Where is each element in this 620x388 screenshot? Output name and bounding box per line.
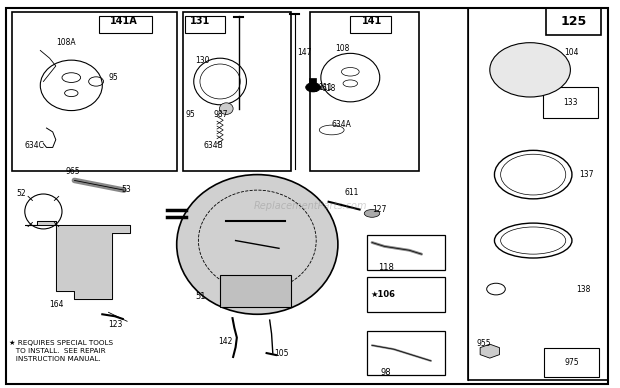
Text: 618: 618 — [321, 83, 335, 93]
Bar — [367, 235, 445, 270]
Text: 53: 53 — [121, 185, 131, 194]
Bar — [183, 12, 291, 171]
Bar — [546, 8, 601, 35]
Text: 131: 131 — [190, 16, 210, 26]
Text: 141A: 141A — [110, 16, 138, 26]
Ellipse shape — [365, 210, 379, 217]
Text: 138: 138 — [577, 284, 591, 294]
Bar — [367, 331, 445, 375]
Text: 118: 118 — [378, 263, 394, 272]
Text: 108A: 108A — [56, 38, 76, 47]
Circle shape — [306, 83, 321, 92]
Bar — [468, 8, 608, 380]
Text: 51: 51 — [195, 292, 206, 301]
Text: 95: 95 — [186, 110, 196, 119]
Text: 141: 141 — [362, 16, 382, 26]
Text: 634B: 634B — [203, 141, 223, 150]
Text: 104: 104 — [564, 48, 578, 57]
Text: 105: 105 — [275, 348, 289, 358]
Ellipse shape — [490, 43, 570, 97]
Text: 147: 147 — [298, 48, 312, 57]
Text: 987: 987 — [214, 110, 228, 119]
Text: 111: 111 — [318, 83, 332, 92]
Bar — [542, 87, 598, 118]
Text: 142: 142 — [218, 337, 232, 346]
Text: ReplacementParts.com: ReplacementParts.com — [253, 201, 367, 211]
Bar — [367, 277, 445, 312]
Text: 52: 52 — [16, 189, 26, 199]
Text: 130: 130 — [195, 55, 210, 65]
Bar — [350, 16, 391, 33]
Bar — [309, 78, 316, 91]
Text: 634A: 634A — [332, 120, 352, 129]
Text: 965: 965 — [65, 167, 80, 176]
Text: 95: 95 — [108, 73, 118, 82]
Text: 975: 975 — [564, 358, 579, 367]
Text: 108: 108 — [335, 44, 349, 53]
Text: 137: 137 — [580, 170, 594, 179]
Text: 125: 125 — [560, 15, 587, 28]
Text: 133: 133 — [563, 98, 578, 107]
Ellipse shape — [177, 175, 338, 314]
Text: 164: 164 — [50, 300, 64, 309]
Bar — [185, 16, 225, 33]
Text: ★106: ★106 — [371, 290, 396, 300]
Polygon shape — [25, 221, 130, 299]
Text: 634C: 634C — [25, 141, 45, 150]
Bar — [220, 275, 291, 307]
Ellipse shape — [219, 103, 233, 114]
Text: 98: 98 — [380, 368, 391, 377]
Text: 127: 127 — [372, 205, 386, 214]
Bar — [12, 12, 177, 171]
Text: 123: 123 — [108, 320, 123, 329]
Text: 611: 611 — [344, 187, 358, 197]
Bar — [99, 16, 152, 33]
Text: 955: 955 — [476, 339, 491, 348]
Text: ★ REQUIRES SPECIAL TOOLS
   TO INSTALL.  SEE REPAIR
   INSTRUCTION MANUAL.: ★ REQUIRES SPECIAL TOOLS TO INSTALL. SEE… — [9, 340, 113, 362]
Bar — [544, 348, 599, 377]
Bar — [310, 12, 418, 171]
